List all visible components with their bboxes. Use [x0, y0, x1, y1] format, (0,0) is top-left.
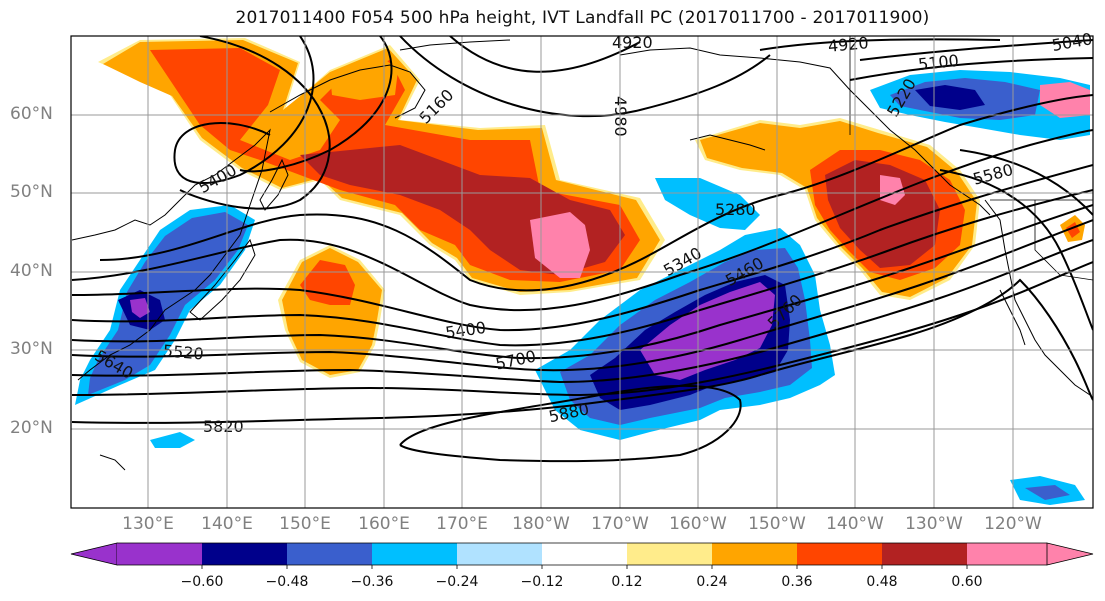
colorbar-bin-8: [797, 543, 882, 565]
lon-label-170e: 170°E: [436, 514, 488, 534]
contour-label-5160: 5160: [415, 85, 457, 127]
contour-5700-east: [959, 149, 1093, 216]
contour-5340: [99, 94, 1093, 292]
lon-label-140e: 140°E: [201, 514, 253, 534]
contour-4920: [449, 36, 641, 73]
colorbar-tick-label: 0.36: [781, 574, 813, 590]
colorbar-tick-label: −0.60: [180, 574, 224, 590]
map-frame: [70, 35, 1094, 509]
colorbar: [70, 542, 1094, 569]
colorbar-tick-label: 0.12: [611, 574, 643, 590]
contour-label-4920-east: 4920: [827, 33, 869, 55]
contour-5520: [71, 189, 1093, 347]
colorbar-bin-2: [287, 543, 372, 565]
contour-5640: [71, 219, 1093, 372]
contour-5460: [71, 164, 1093, 332]
lon-label-160w: 160°W: [669, 514, 727, 534]
contour-label-5520: 5520: [162, 341, 204, 363]
colorbar-bin-0: [117, 543, 202, 565]
lon-label-130e: 130°E: [122, 514, 174, 534]
negative-ivt-region-gulf-of-alaska: [870, 70, 1090, 140]
contour-label-5280: 5280: [715, 200, 756, 219]
contour-label-5580: 5580: [971, 160, 1015, 189]
lon-label-130w: 130°W: [905, 514, 963, 534]
lon-label-150e: 150°E: [279, 514, 331, 534]
contour-5400: [71, 129, 1093, 312]
lat-label-20n: 20°N: [10, 418, 53, 438]
colorbar-tick-label: −0.36: [350, 574, 394, 590]
contour-label-5100: 5100: [917, 51, 959, 74]
contour-5280: [179, 36, 331, 210]
lon-label-170w: 170°W: [591, 514, 649, 534]
negative-ivt-region-west-pacific: [75, 205, 255, 448]
contour-5760-east: [939, 169, 1093, 331]
lat-label-60n: 60°N: [10, 104, 53, 124]
colorbar-bin-9: [882, 543, 967, 565]
colorbar-bin-10: [967, 543, 1047, 565]
contour-4980: [399, 36, 771, 118]
contour-5040: [859, 39, 1093, 61]
colorbar-bin-4: [457, 543, 542, 565]
colorbar-tick-label: 0.60: [951, 574, 983, 590]
contour-label-5820: 5820: [203, 417, 244, 436]
contour-5880: [399, 384, 742, 463]
contour-5220: [173, 36, 315, 184]
colorbar-bin-5: [542, 543, 627, 565]
colorbar-bin-7: [712, 543, 797, 565]
colorbar-bin-1: [202, 543, 287, 565]
lon-label-140w: 140°W: [826, 514, 884, 534]
contour-label-5040: 5040: [1050, 29, 1093, 55]
map-title: 2017011400 F054 500 hPa height, IVT Land…: [235, 8, 930, 28]
height-contours: [71, 36, 1093, 463]
lon-label-120w: 120°W: [984, 514, 1042, 534]
lat-label-30n: 30°N: [10, 339, 53, 359]
lat-label-50n: 50°N: [10, 182, 53, 202]
colorbar-tick-label: 0.24: [696, 574, 728, 590]
political-boundaries: [849, 36, 1093, 281]
contour-label-4920: 4920: [612, 33, 653, 52]
contour-5700: [71, 239, 1093, 384]
contour-5100: [849, 57, 1093, 81]
contour-5160: [239, 36, 393, 173]
contour-5580: [71, 204, 1093, 360]
colorbar-tick-label: −0.12: [520, 574, 564, 590]
lon-label-180w: 180°W: [512, 514, 570, 534]
lon-label-160e: 160°E: [358, 514, 410, 534]
contour-label-5400-west: 5400: [195, 160, 240, 197]
colorbar-tick-label: −0.48: [265, 574, 309, 590]
contour-5820: [71, 278, 1093, 424]
colorbar-arrow-right: [1046, 542, 1094, 566]
colorbar-bin-6: [627, 543, 712, 565]
colorbar-bin-3: [372, 543, 457, 565]
colorbar-arrow-left: [70, 542, 118, 566]
colorbar-tick-label: −0.24: [435, 574, 479, 590]
graticule: [71, 36, 1093, 508]
contour-4920-east: [759, 38, 1001, 51]
lat-label-40n: 40°N: [10, 261, 53, 281]
colorbar-tick-label: 0.48: [866, 574, 898, 590]
lon-label-150w: 150°W: [748, 514, 806, 534]
contour-5760: [71, 261, 1093, 397]
positive-ivt-region-northeast-pacific: [695, 118, 1085, 300]
